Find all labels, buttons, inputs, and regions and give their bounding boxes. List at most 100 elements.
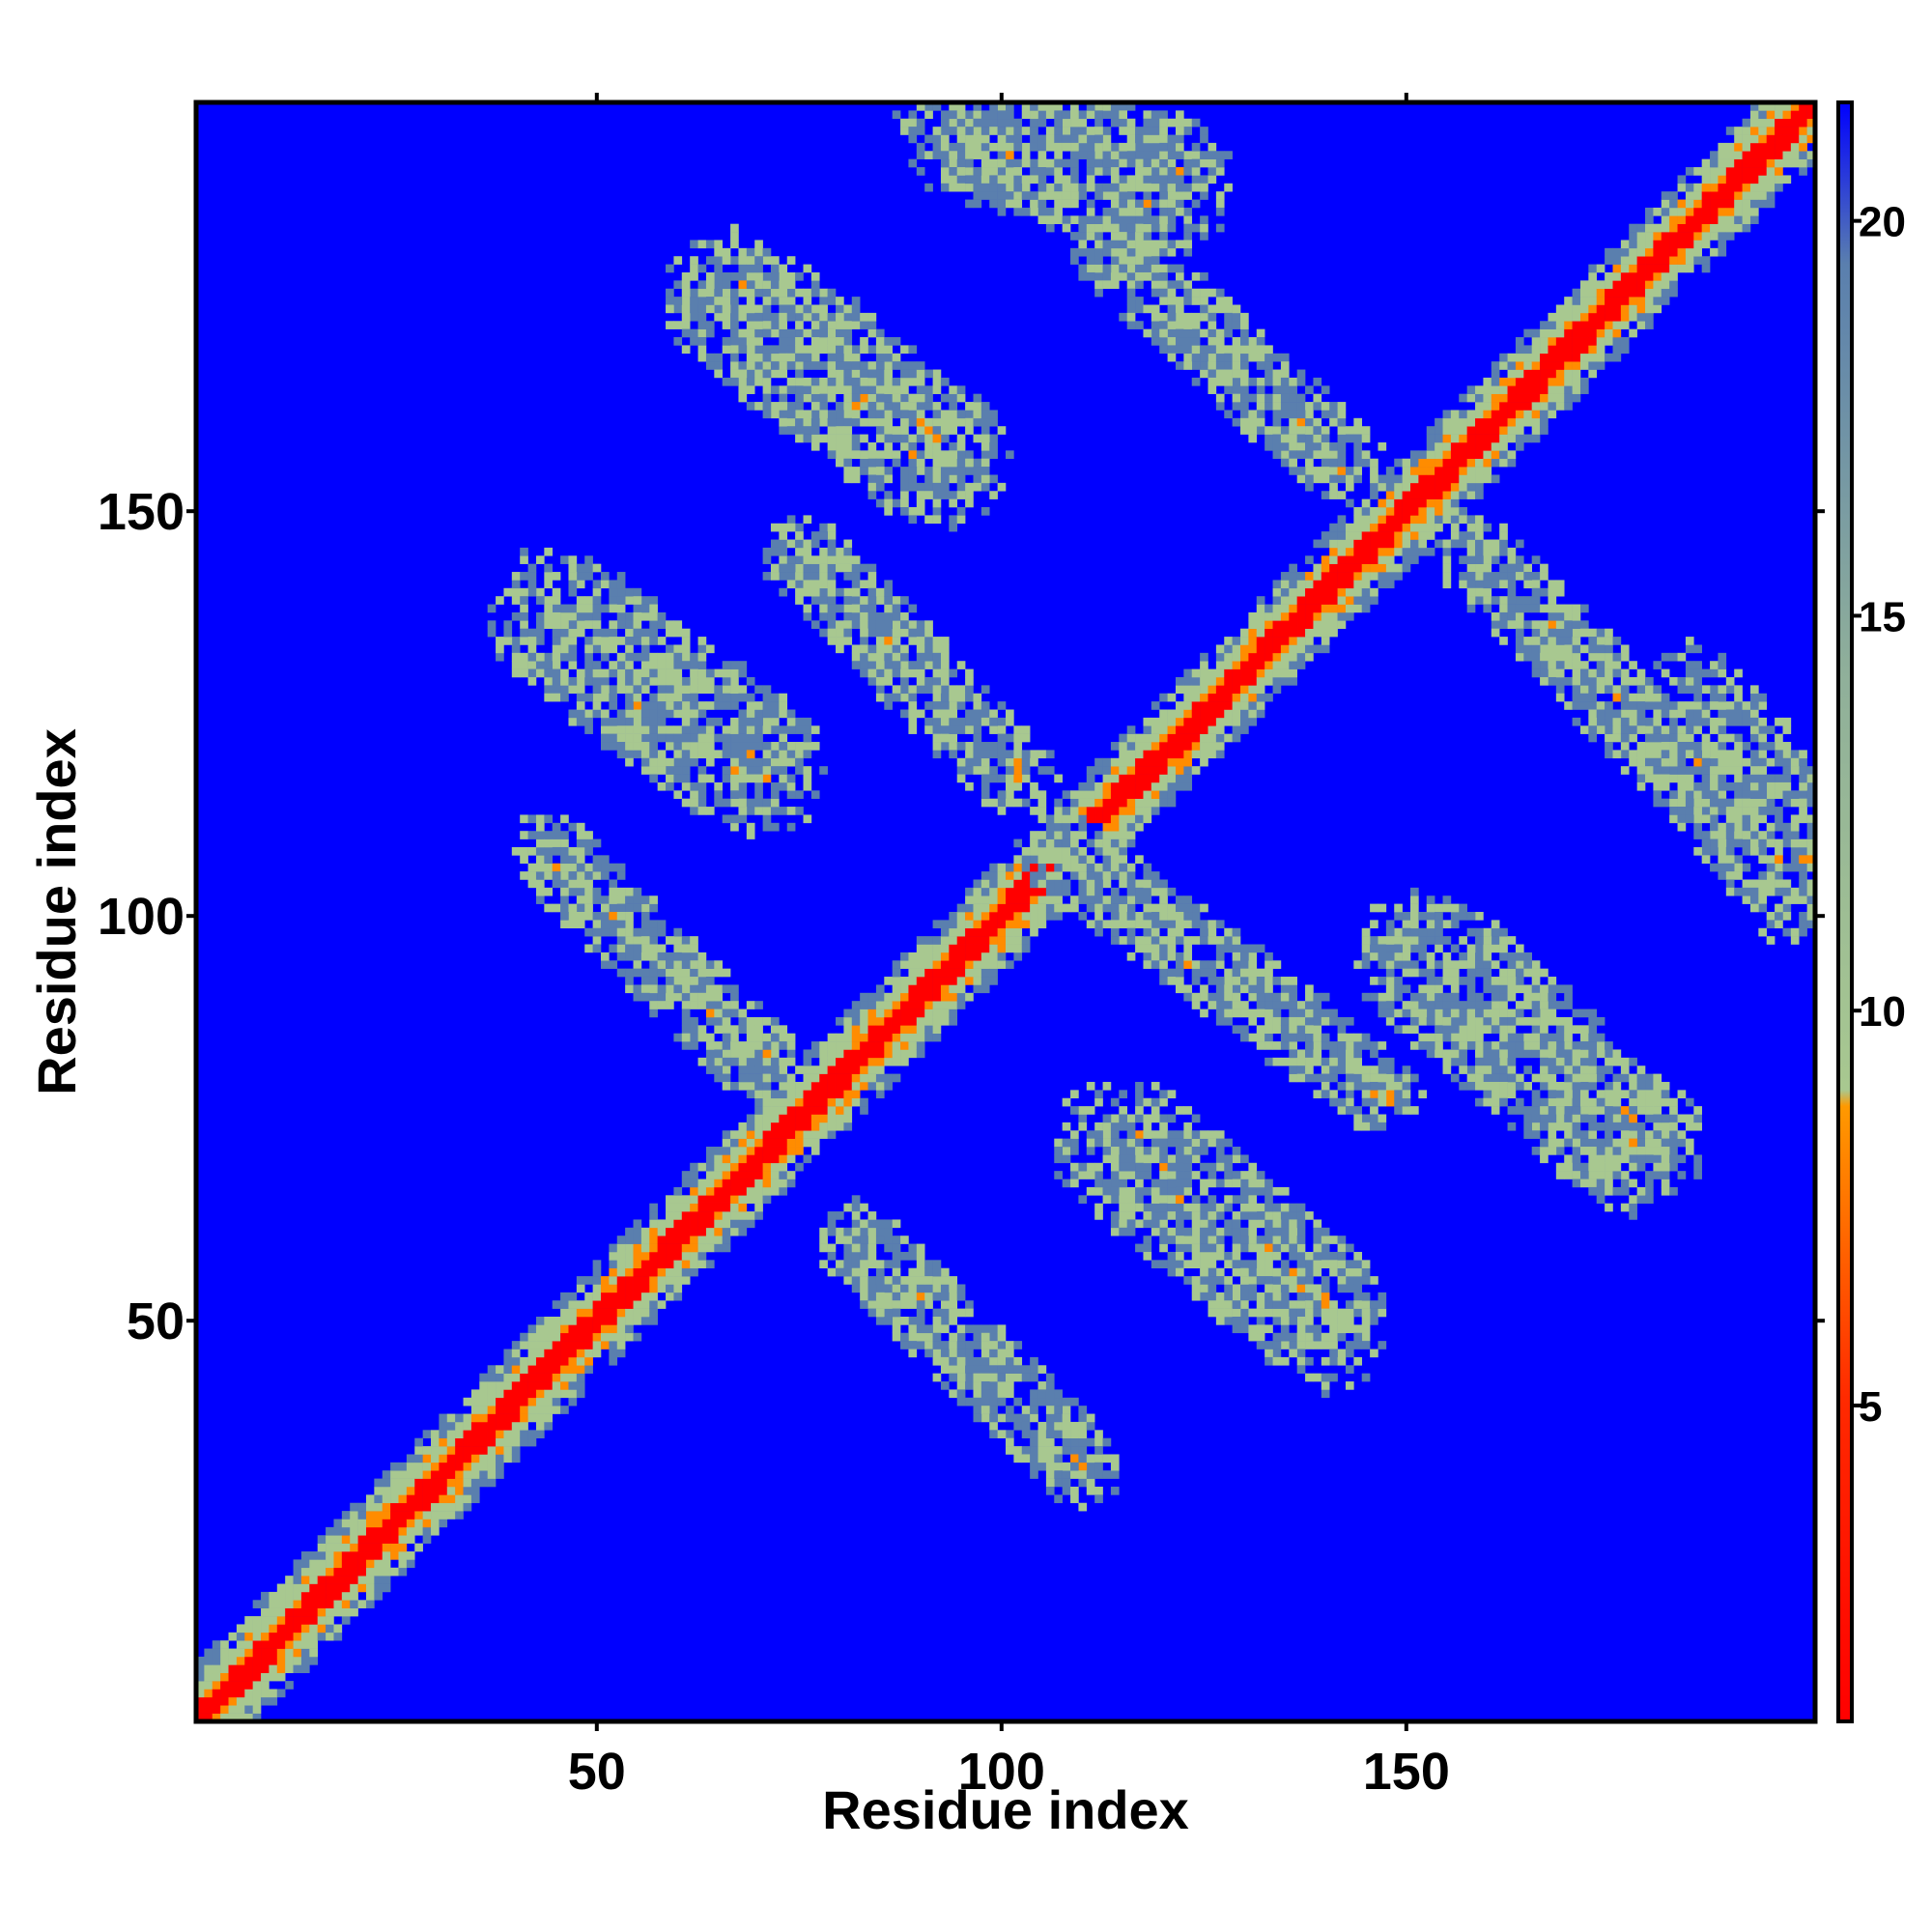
heatmap-cell — [1596, 717, 1605, 726]
heatmap-cell — [1620, 297, 1630, 305]
heatmap-cell — [860, 1284, 868, 1293]
heatmap-cell — [965, 960, 974, 969]
heatmap-cell — [1006, 790, 1014, 799]
heatmap-cell — [1006, 750, 1014, 759]
heatmap-cell — [892, 620, 901, 629]
heatmap-cell — [1725, 215, 1735, 224]
heatmap-cell — [867, 611, 877, 621]
heatmap-cell — [1321, 402, 1330, 411]
heatmap-cell — [1572, 304, 1581, 314]
heatmap-cell — [309, 1607, 318, 1617]
heatmap-cell — [1782, 127, 1792, 135]
heatmap-cell — [1078, 831, 1088, 839]
heatmap-cell — [1620, 337, 1630, 346]
heatmap-cell — [350, 1567, 358, 1577]
heatmap-cell — [1636, 774, 1646, 783]
heatmap-cell — [357, 1551, 367, 1560]
heatmap-cell — [520, 1397, 528, 1406]
heatmap-cell — [965, 1341, 974, 1350]
heatmap-cell — [1062, 807, 1071, 815]
heatmap-cell — [730, 1219, 739, 1229]
heatmap-cell — [1548, 676, 1557, 686]
heatmap-cell — [1240, 644, 1249, 654]
heatmap-cell — [568, 1308, 578, 1318]
heatmap-cell — [657, 968, 667, 978]
heatmap-cell — [1475, 474, 1484, 484]
heatmap-cell — [616, 1236, 626, 1244]
heatmap-cell — [1313, 377, 1322, 386]
heatmap-cell — [1742, 207, 1751, 216]
heatmap-cell — [1661, 288, 1670, 298]
heatmap-cell — [1102, 271, 1112, 281]
heatmap-cell — [1094, 247, 1103, 257]
heatmap-cell — [1159, 709, 1168, 719]
heatmap-cell — [1402, 1081, 1411, 1091]
heatmap-cell — [1588, 312, 1598, 322]
heatmap-cell — [1685, 717, 1694, 726]
heatmap-cell — [827, 523, 837, 532]
heatmap-cell — [1669, 774, 1678, 783]
heatmap-cell — [1718, 240, 1727, 249]
heatmap-cell — [1175, 952, 1184, 961]
heatmap-cell — [900, 1016, 909, 1026]
heatmap-cell — [511, 1454, 521, 1463]
heatmap-cell — [1499, 563, 1508, 573]
heatmap-cell — [1475, 555, 1484, 564]
heatmap-cell — [1385, 498, 1395, 508]
heatmap-cell — [1070, 1446, 1079, 1455]
heatmap-cell — [1579, 377, 1589, 386]
heatmap-cell — [1701, 733, 1711, 743]
heatmap-cell — [1450, 498, 1460, 508]
heatmap-cell — [714, 1203, 723, 1212]
heatmap-cell — [1030, 1446, 1038, 1455]
heatmap-cell — [285, 1640, 294, 1649]
heatmap-cell — [722, 345, 731, 355]
heatmap-cell — [1054, 838, 1063, 848]
heatmap-cell — [1021, 920, 1031, 929]
heatmap-cell — [1749, 142, 1759, 152]
heatmap-cell — [738, 1073, 748, 1083]
heatmap-cell — [1677, 207, 1687, 216]
heatmap-cell — [754, 337, 763, 346]
heatmap-cell — [1264, 1016, 1273, 1026]
heatmap-cell — [470, 1430, 480, 1438]
heatmap-cell — [633, 1227, 642, 1236]
heatmap-cell — [673, 1243, 683, 1253]
heatmap-cell — [1718, 191, 1727, 200]
heatmap-cell — [1345, 1065, 1354, 1074]
heatmap-cell — [439, 1511, 448, 1520]
heatmap-cell — [1370, 458, 1378, 468]
heatmap-cell — [317, 1567, 327, 1577]
heatmap-cell — [1200, 903, 1208, 913]
heatmap-cell — [1596, 288, 1605, 298]
heatmap-cell — [503, 1437, 513, 1447]
heatmap-cell — [681, 1001, 691, 1009]
heatmap-cell — [860, 1243, 868, 1253]
heatmap-cell — [1013, 895, 1023, 904]
heatmap-cell — [860, 1219, 868, 1229]
heatmap-cell — [1143, 304, 1152, 314]
heatmap-cell — [1491, 450, 1500, 460]
heatmap-cell — [1378, 1090, 1387, 1099]
heatmap-cell — [1361, 1081, 1371, 1091]
heatmap-cell — [1054, 831, 1063, 839]
heatmap-cell — [1054, 1494, 1063, 1504]
heatmap-cell — [836, 1016, 844, 1026]
heatmap-cell — [300, 1640, 310, 1649]
heatmap-cell — [576, 1300, 585, 1309]
heatmap-cell — [365, 1543, 375, 1552]
heatmap-cell — [1579, 353, 1589, 362]
heatmap-cell — [1645, 774, 1654, 783]
heatmap-cell — [479, 1430, 488, 1438]
heatmap-cell — [1612, 353, 1622, 362]
heatmap-cell — [1701, 175, 1711, 185]
heatmap-cell — [1564, 701, 1573, 710]
heatmap-cell — [1483, 523, 1492, 532]
heatmap-cell — [584, 1300, 593, 1309]
heatmap-cell — [1734, 831, 1743, 839]
heatmap-cell — [1459, 458, 1467, 468]
heatmap-cell — [746, 1186, 755, 1196]
heatmap-cell — [714, 1236, 723, 1244]
heatmap-cell — [916, 1276, 925, 1285]
heatmap-cell — [1475, 417, 1484, 427]
